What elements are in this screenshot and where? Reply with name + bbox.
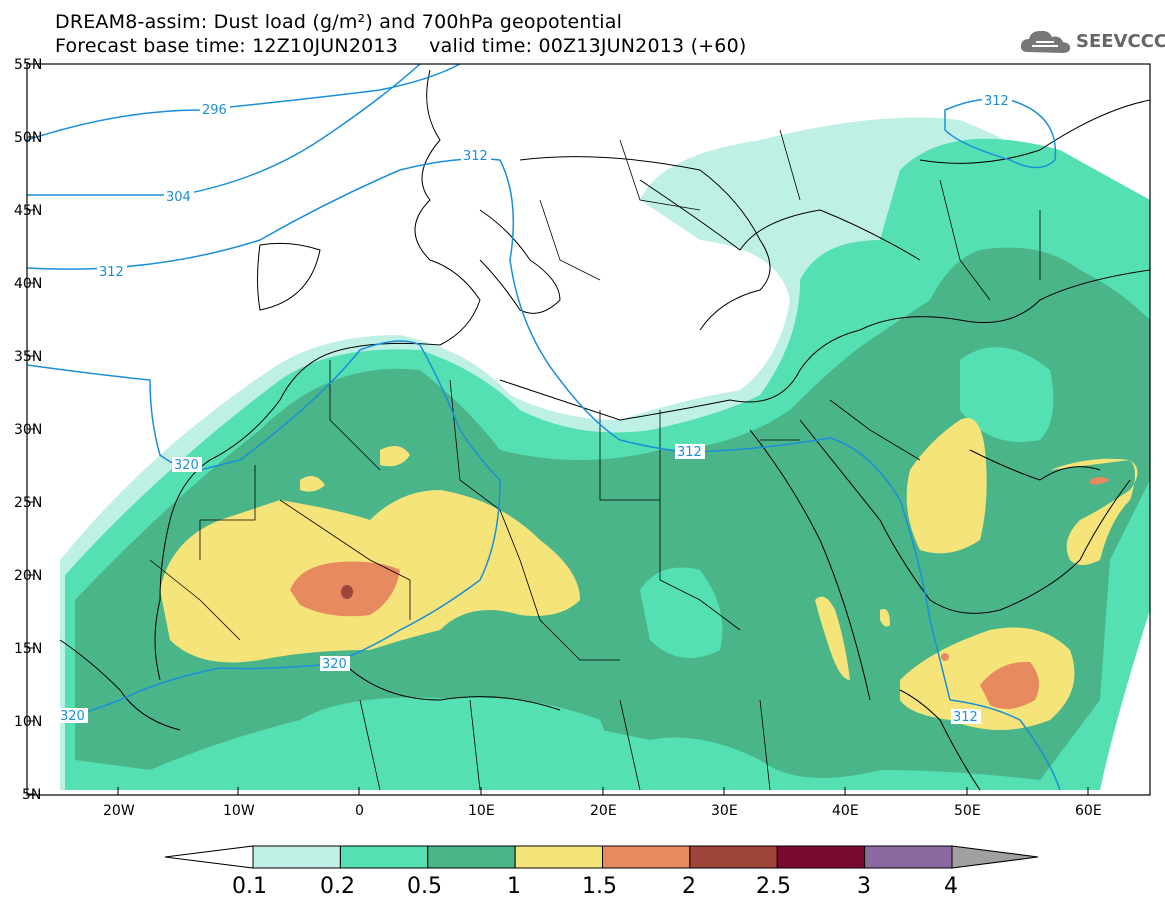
lon-label: 50E — [954, 803, 981, 819]
lat-label: 50N — [14, 130, 42, 146]
colorbar-label: 4 — [944, 874, 958, 899]
lat-label: 55N — [14, 57, 42, 73]
lat-label: 30N — [14, 422, 42, 438]
lat-label: 5N — [22, 787, 41, 803]
lon-label: 20W — [103, 803, 135, 819]
colorbar-swatch — [339, 845, 429, 869]
colorbar-swatch — [427, 845, 516, 869]
colorbar-swatch — [689, 845, 778, 869]
logo-text: SEEVCCC — [1076, 31, 1165, 52]
colorbar-high-arrow — [951, 845, 1039, 869]
lat-label: 25N — [14, 495, 42, 511]
colorbar-swatch — [776, 845, 866, 869]
colorbar: 0.1 0.2 0.5 1 1.5 2 2.5 3 4 — [164, 845, 1039, 899]
colorbar-label: 1 — [507, 874, 521, 899]
lon-label: 60E — [1075, 803, 1102, 819]
lon-label: 0 — [355, 803, 364, 819]
contour-label-312-center: 312 — [677, 445, 702, 460]
colorbar-label: 0.1 — [232, 874, 267, 899]
dust-shading — [60, 117, 1150, 790]
lon-label: 40E — [832, 803, 859, 819]
contour-label-312-west: 312 — [99, 265, 124, 280]
contour-label-312-north: 312 — [463, 149, 488, 164]
contour-label-320-west: 320 — [60, 709, 85, 724]
contour-label-312-south: 312 — [953, 710, 978, 725]
seevccc-logo: SEEVCCC — [1018, 26, 1165, 58]
colorbar-swatch — [602, 845, 691, 869]
lat-label: 10N — [14, 714, 42, 730]
cloud-icon — [1020, 30, 1071, 53]
colorbar-label: 2 — [682, 874, 696, 899]
colorbar-label: 3 — [857, 874, 871, 899]
lat-label: 35N — [14, 349, 42, 365]
colorbar-label: 2.5 — [756, 874, 791, 899]
map-title: DREAM8-assim: Dust load (g/m²) and 700hP… — [55, 11, 623, 33]
lat-axis: 55N 50N 45N 40N 35N 30N 25N 20N 15N 10N … — [14, 57, 42, 803]
lat-label: 20N — [14, 568, 42, 584]
lon-label: 10E — [468, 803, 495, 819]
contour-label-320-sahel: 320 — [322, 657, 347, 672]
colorbar-swatch — [514, 845, 603, 869]
contour-label-group: 296 304 312 312 312 312 320 320 320 312 — [58, 93, 1012, 725]
colorbar-label: 1.5 — [582, 874, 617, 899]
colorbar-swatch — [252, 845, 341, 869]
lon-label: 20E — [590, 803, 617, 819]
contour-label-304: 304 — [166, 190, 191, 205]
colorbar-swatch — [864, 845, 953, 869]
lon-label: 30E — [711, 803, 738, 819]
map-subtitle: Forecast base time: 12Z10JUN2013 valid t… — [55, 35, 747, 57]
contour-label-296: 296 — [202, 103, 227, 118]
lat-label: 45N — [14, 203, 42, 219]
coastlines — [59, 69, 1150, 791]
colorbar-label: 0.5 — [407, 874, 442, 899]
lon-axis: 20W 10W 0 10E 20E 30E 40E 50E 60E — [103, 787, 1102, 819]
lat-label: 40N — [14, 276, 42, 292]
lon-label: 10W — [223, 803, 255, 819]
lat-label: 15N — [14, 641, 42, 657]
country-borders — [149, 129, 1041, 791]
colorbar-low-arrow — [164, 845, 254, 869]
colorbar-label: 0.2 — [320, 874, 355, 899]
contour-label-320-atlantic: 320 — [174, 458, 199, 473]
contour-label-312-east: 312 — [984, 94, 1009, 109]
